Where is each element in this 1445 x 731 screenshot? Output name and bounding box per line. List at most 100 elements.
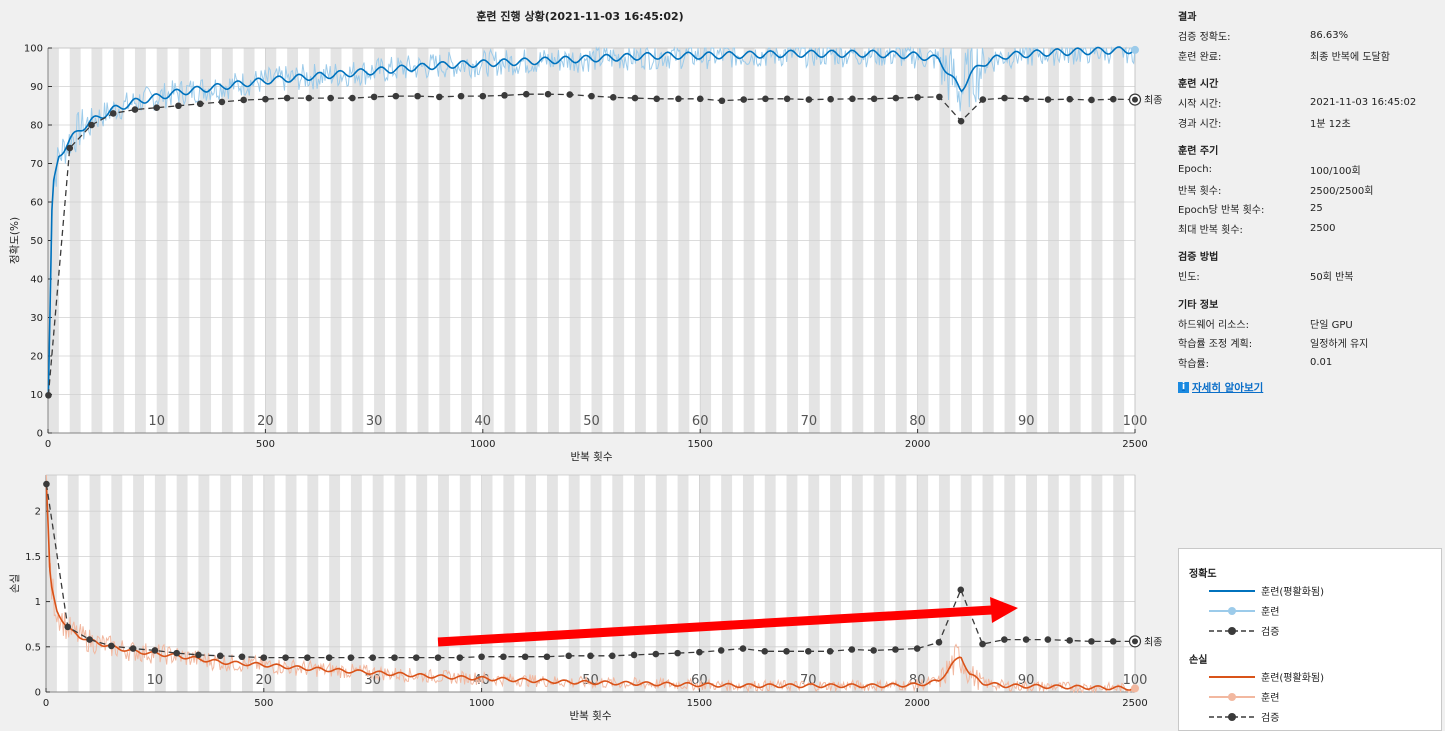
loss-epoch-band (176, 475, 188, 692)
acc-validation-point (653, 95, 661, 103)
legend-loss-val-swatch (1209, 712, 1255, 721)
legend-loss-train-swatch (1209, 692, 1255, 701)
loss-validation-point (282, 654, 289, 661)
loss-epoch-band (133, 475, 145, 692)
acc-validation-point (392, 92, 400, 100)
acc-validation-point (240, 96, 247, 104)
acc-final-marker-dot (1132, 96, 1138, 103)
acc-validation-point (762, 95, 769, 103)
loss-validation-point (848, 646, 856, 653)
acc-validation-point (566, 91, 574, 98)
acc-x-tick-label: 1000 (470, 439, 495, 450)
legend-loss-smoothed: 훈련(평활화됨) (1209, 669, 1324, 684)
cycle-title: 훈련 주기 (1178, 146, 1219, 157)
training-progress-charts: 훈련 진행 상황(2021-11-03 16:45:02) 10 20 30 40 50… (8, 9, 1162, 722)
max-iter-key: 최대 반복 횟수: (1178, 224, 1243, 236)
train-done-key: 훈련 완료: (1178, 51, 1222, 63)
train-done-value: 최종 반복에 도달함 (1310, 51, 1390, 63)
loss-validation-point (108, 642, 115, 650)
loss-y-tick-label: 1.5 (25, 552, 41, 563)
other-title: 기타 정보 (1178, 299, 1219, 311)
loss-epoch-band (220, 475, 232, 692)
acc-y-axis-label: 정확도(%) (8, 217, 21, 264)
acc-validation-point (1109, 95, 1117, 103)
loss-epoch-band (1113, 475, 1125, 692)
legend-loss-smoothed-label: 훈련(평활화됨) (1261, 673, 1325, 684)
loss-epoch-band (503, 475, 515, 692)
acc-validation-point (1044, 96, 1052, 103)
loss-validation-point (957, 586, 965, 594)
legend-panel: 정확도 훈련(평활화됨) 훈련 검증 손실 훈련(평활화됨) 훈련 검증 (1178, 548, 1442, 731)
loss-validation-point (608, 652, 616, 660)
legend-loss-train-label: 훈련 (1261, 693, 1280, 704)
loss-epoch-band (546, 475, 558, 692)
acc-epoch-label: 60 (692, 414, 709, 429)
frequency-value: 50회 반복 (1310, 272, 1354, 284)
loss-frame (45, 474, 1136, 693)
loss-epoch-band (1004, 475, 1016, 692)
loss-y-tick-label: 0 (35, 688, 41, 699)
acc-validation-point (436, 93, 443, 101)
acc-validation-point (414, 92, 421, 100)
loss-epoch-band (242, 475, 253, 692)
loss-validation-point (696, 648, 703, 656)
loss-epoch-band (655, 475, 667, 692)
legend-loss-smoothed-swatch (1209, 675, 1255, 678)
loss-epoch-band (721, 475, 733, 692)
loss-epoch-band (525, 475, 537, 692)
acc-validation-point (1066, 95, 1074, 103)
legend-loss-title: 손실 (1189, 655, 1208, 666)
loss-epoch-band (1091, 475, 1103, 692)
acc-validation-point (696, 95, 704, 103)
loss-validation-point (1088, 638, 1095, 645)
iter-per-epoch-key: Epoch당 반복 횟수: (1178, 205, 1265, 217)
loss-epoch-band (438, 475, 449, 692)
acc-validation-point (153, 104, 160, 111)
loss-epoch-band (677, 475, 689, 692)
acc-validation-point (849, 95, 856, 103)
acc-validation-point (1088, 96, 1095, 104)
start-time-value: 2021-11-03 16:45:02 (1310, 97, 1417, 109)
acc-epoch-label: 30 (366, 414, 383, 429)
iter-per-epoch-value: 25 (1310, 203, 1323, 215)
acc-validation-point (349, 94, 356, 102)
loss-x-axis-label: 반복 횟수 (570, 710, 612, 722)
loss-epoch-band (307, 475, 319, 692)
acc-validation-point (45, 391, 52, 399)
loss-y-axis-label: 손실 (9, 574, 21, 593)
loss-epoch-band (830, 475, 841, 692)
trend-arrow (437, 597, 1018, 647)
loss-x-tick-label: 1000 (469, 698, 494, 709)
acc-validation-point (262, 95, 269, 103)
elapsed-value: 1분 12초 (1310, 118, 1351, 130)
lr-value: 0.01 (1310, 356, 1333, 368)
acc-validation-point (109, 110, 117, 117)
acc-x-tick-label: 1500 (687, 439, 712, 450)
info-panel: 결과 검증 정확도: 86.63% 훈련 완료: 최종 반복에 도달함 훈련 시간 … (1178, 0, 1438, 395)
loss-validation-point (412, 654, 420, 661)
loss-epoch-band (459, 475, 471, 692)
acc-validation-point (783, 95, 791, 103)
loss-validation-point (717, 647, 725, 654)
acc-validation-point (522, 90, 530, 98)
epoch-value: 100/100회 (1310, 166, 1361, 178)
loss-epoch-band (873, 475, 885, 692)
legend-acc-val: 검증 (1209, 623, 1279, 638)
acc-validation-point (66, 144, 74, 152)
loss-epoch-band (590, 475, 602, 692)
loss-validation-point (870, 647, 877, 654)
legend-loss-val: 검증 (1209, 709, 1279, 724)
max-iter-value: 2500 (1310, 222, 1336, 234)
acc-final-label: 최종 (1144, 95, 1162, 107)
loss-validation-point (1001, 636, 1008, 643)
legend-acc-val-label: 검증 (1261, 627, 1280, 638)
loss-validation-point (783, 648, 790, 655)
acc-validation-point (457, 92, 465, 100)
loss-epoch-band (111, 475, 123, 692)
learn-more-label: 자세히 알아보기 (1192, 382, 1264, 394)
loss-epoch-band (917, 475, 929, 692)
legend-loss-train: 훈련 (1209, 689, 1279, 704)
learn-more-link[interactable]: i 자세히 알아보기 (1178, 380, 1438, 395)
loss-validation-point (325, 654, 333, 661)
loss-validation-point (238, 653, 246, 661)
